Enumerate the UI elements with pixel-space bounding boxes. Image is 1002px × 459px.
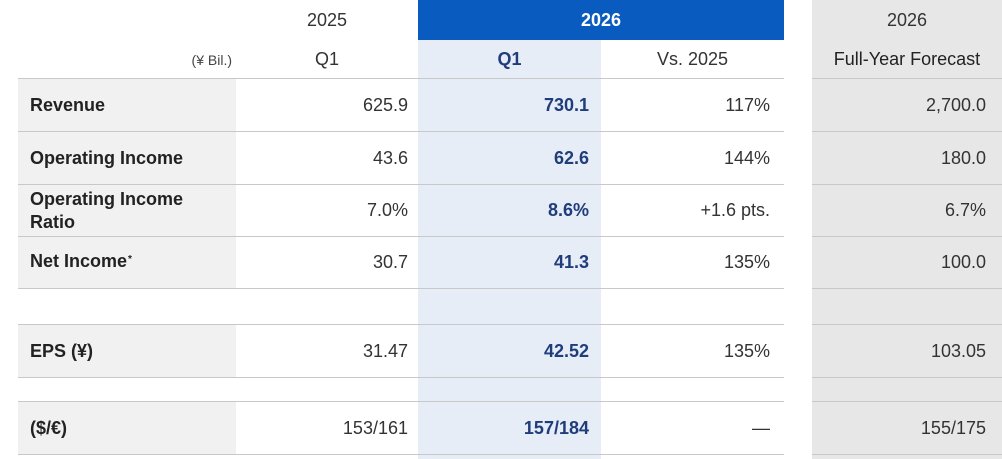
header-year-2026: 2026 bbox=[580, 9, 622, 30]
unit-label: (¥ Bil.) bbox=[191, 51, 232, 68]
rule-eps-bottom bbox=[18, 377, 784, 378]
ratio-vs-2025: +1.6 pts. bbox=[700, 200, 770, 220]
label-shade-net-income bbox=[18, 237, 236, 288]
revenue-q1-2025: 625.9 bbox=[362, 94, 408, 115]
ratio-q1-2026: 8.6% bbox=[547, 200, 589, 220]
rule-row-3-forecast bbox=[812, 236, 1002, 237]
label-shade-fx bbox=[18, 402, 236, 454]
net-income-label-text: Net Income bbox=[30, 251, 128, 271]
rule-row-1-forecast bbox=[812, 131, 1002, 132]
revenue-forecast: 2,700.0 bbox=[925, 94, 986, 115]
operating-income-q1-2026: 62.6 bbox=[553, 147, 589, 168]
header-full-year-forecast: Full-Year Forecast bbox=[833, 49, 981, 69]
rule-row-2 bbox=[18, 184, 784, 185]
rule-row-3 bbox=[18, 236, 784, 237]
net-income-q1-2025: 30.7 bbox=[372, 252, 408, 272]
rule-fx-top bbox=[18, 401, 784, 402]
row-label-eps: EPS (¥) bbox=[30, 340, 94, 361]
eps-vs-2025: 135% bbox=[723, 340, 770, 361]
forecast-column-shade bbox=[812, 0, 1002, 459]
operating-income-forecast: 180.0 bbox=[940, 147, 986, 168]
fx-q1-2025: 153/161 bbox=[342, 417, 408, 438]
header-q1-2026: Q1 bbox=[497, 49, 522, 69]
header-year-2026-forecast: 2026 bbox=[886, 9, 928, 30]
rule-fx-top-forecast bbox=[812, 401, 1002, 402]
eps-forecast: 103.05 bbox=[930, 340, 986, 361]
fx-forecast: 155/175 bbox=[920, 417, 986, 438]
rule-fx-bottom-forecast bbox=[812, 454, 1002, 455]
row-label-ratio-line2: Ratio bbox=[30, 211, 75, 232]
rule-row-1 bbox=[18, 131, 784, 132]
row-label-operating-income-ratio: Operating Income Ratio bbox=[18, 185, 236, 236]
rule-header-bottom bbox=[18, 78, 784, 79]
operating-income-q1-2025: 43.6 bbox=[372, 147, 408, 168]
rule-fx-bottom bbox=[18, 454, 784, 455]
q1-2026-column-shade bbox=[418, 40, 601, 459]
eps-q1-2026: 42.52 bbox=[543, 340, 589, 361]
row-label-net-income: Net Income * bbox=[18, 237, 236, 288]
row-label-revenue: Revenue bbox=[30, 94, 106, 115]
net-income-vs-2025: 135% bbox=[723, 252, 770, 272]
label-shade-operating-income bbox=[18, 132, 236, 184]
row-label-ratio-line1: Operating Income bbox=[30, 188, 184, 209]
header-vs-2025: Vs. 2025 bbox=[656, 49, 729, 69]
label-shade-operating-income-ratio bbox=[18, 185, 236, 236]
row-label-fx-rate: ($/€) bbox=[30, 417, 68, 438]
revenue-q1-2026: 730.1 bbox=[543, 94, 589, 115]
operating-income-vs-2025: 144% bbox=[723, 147, 770, 168]
net-income-footnote-mark: * bbox=[128, 254, 132, 265]
fx-vs-2025: — bbox=[752, 417, 770, 438]
header-q1-2025: Q1 bbox=[314, 49, 339, 69]
rule-eps-top-forecast bbox=[812, 324, 1002, 325]
header-2026-band bbox=[418, 0, 784, 40]
net-income-forecast: 100.0 bbox=[940, 252, 986, 272]
revenue-vs-2025: 117% bbox=[725, 94, 770, 115]
eps-q1-2025: 31.47 bbox=[362, 340, 408, 361]
label-shade-eps bbox=[18, 325, 236, 377]
label-shade-revenue bbox=[18, 79, 236, 131]
rule-eps-top bbox=[18, 324, 784, 325]
ratio-q1-2025: 7.0% bbox=[366, 200, 408, 220]
rule-row-4 bbox=[18, 288, 784, 289]
fx-q1-2026: 157/184 bbox=[523, 417, 589, 438]
rule-eps-bottom-forecast bbox=[812, 377, 1002, 378]
header-year-2025: 2025 bbox=[306, 9, 348, 30]
row-label-operating-income: Operating Income bbox=[30, 147, 184, 168]
rule-row-2-forecast bbox=[812, 184, 1002, 185]
rule-row-4-forecast bbox=[812, 288, 1002, 289]
net-income-q1-2026: 41.3 bbox=[553, 252, 589, 272]
rule-header-bottom-forecast bbox=[812, 78, 1002, 79]
ratio-forecast: 6.7% bbox=[944, 200, 986, 220]
